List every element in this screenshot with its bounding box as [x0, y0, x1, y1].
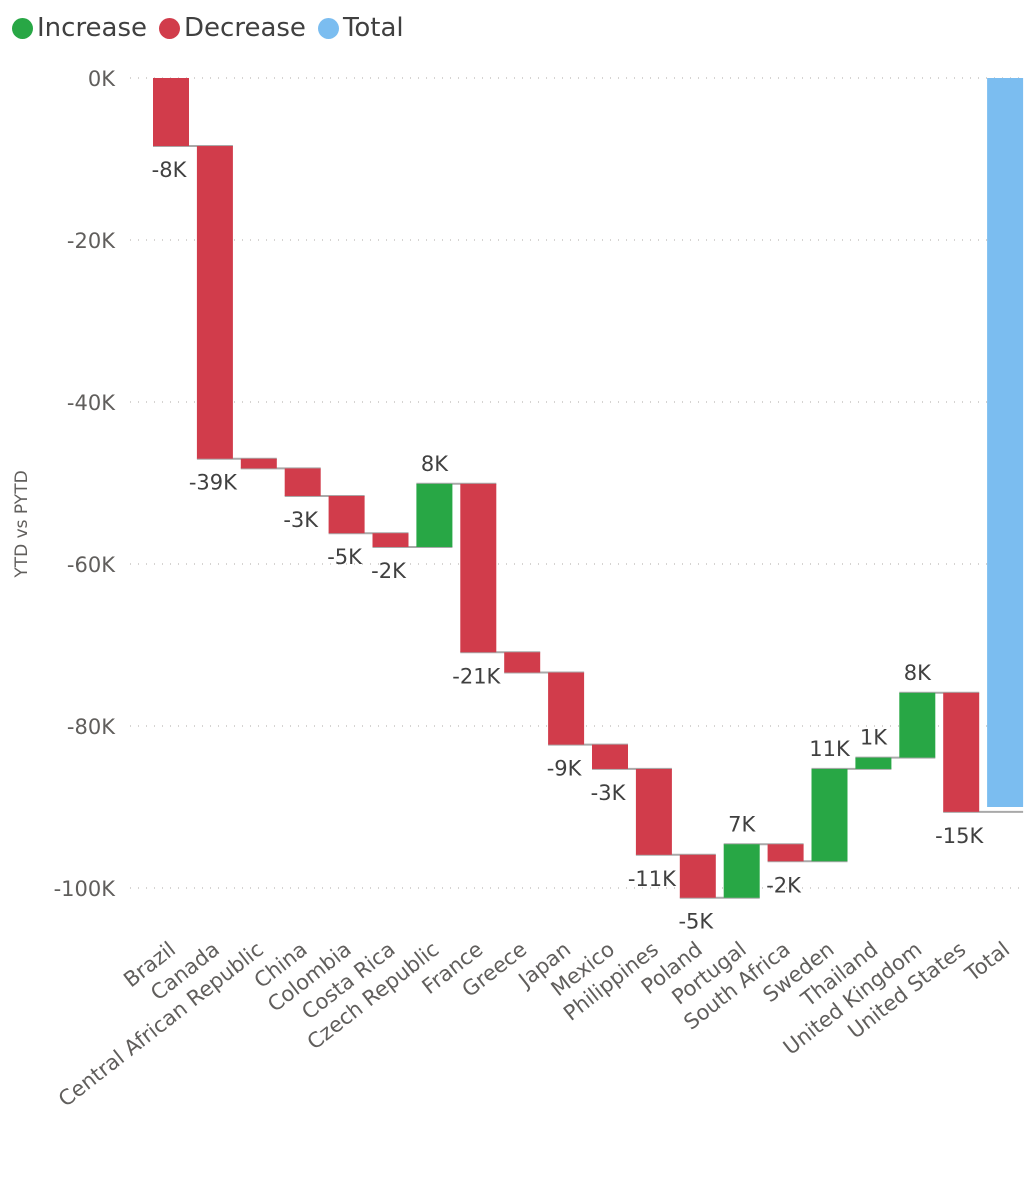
data-label: -5K: [678, 910, 714, 934]
data-label: 7K: [728, 812, 756, 836]
bar-decrease: [548, 672, 585, 745]
bar-increase: [855, 757, 892, 769]
bar-decrease: [943, 692, 980, 812]
total-dot-icon: [317, 17, 339, 39]
bar-decrease: [592, 744, 628, 769]
legend-label-total: Total: [342, 13, 404, 43]
y-tick-label: -20K: [67, 229, 116, 253]
bar-increase: [416, 483, 453, 547]
data-label: 8K: [904, 661, 932, 685]
bar-decrease: [284, 468, 321, 496]
data-label: -39K: [189, 471, 238, 495]
data-label: -3K: [283, 508, 319, 532]
y-tick-label: -80K: [67, 715, 116, 739]
data-label: -11K: [628, 867, 677, 891]
y-tick-label: -60K: [67, 553, 116, 577]
data-label: -21K: [452, 664, 501, 688]
increase-dot-icon: [12, 17, 33, 39]
data-label: -3K: [591, 781, 627, 805]
bar-decrease: [196, 146, 233, 459]
data-labels: -8K-39K-3K-5K-2K8K-21K-9K-3K-11K-5K7K-2K…: [152, 158, 985, 934]
y-tick-label: -40K: [67, 391, 116, 415]
data-label: 11K: [809, 737, 851, 761]
bar-decrease: [767, 844, 804, 862]
bar-decrease: [679, 854, 716, 898]
y-tick-label: 0K: [88, 67, 116, 91]
legend-label-decrease: Decrease: [184, 13, 306, 43]
bar-decrease: [240, 458, 277, 469]
bar-increase: [899, 692, 936, 758]
bar-decrease: [328, 495, 365, 534]
y-tick-label: -100K: [54, 877, 117, 901]
category-label: Total: [960, 937, 1014, 987]
data-label: 1K: [860, 726, 888, 750]
data-label: 8K: [421, 452, 449, 476]
bar-decrease: [460, 483, 497, 653]
data-label: -8K: [152, 158, 188, 182]
bar-decrease: [635, 768, 672, 855]
bar-increase: [723, 844, 760, 898]
bar-decrease: [153, 78, 189, 147]
data-label: -2K: [766, 873, 802, 897]
bar-total: [987, 78, 1024, 807]
data-label: -9K: [547, 757, 583, 781]
y-axis-title: YTD vs PYTD: [12, 470, 32, 578]
data-label: -5K: [327, 545, 363, 569]
bar-decrease: [504, 652, 541, 673]
legend: Increase Decrease Total: [12, 10, 404, 46]
legend-item-total[interactable]: Total: [317, 13, 404, 43]
bars: [153, 78, 1024, 898]
legend-item-increase[interactable]: Increase: [12, 13, 147, 43]
data-label: -15K: [935, 824, 984, 848]
y-axis-ticks: 0K -20K -40K -60K -80K -100K: [54, 67, 117, 901]
decrease-dot-icon: [159, 17, 181, 39]
data-label: -2K: [371, 559, 407, 583]
bar-increase: [811, 768, 848, 862]
legend-label-increase: Increase: [37, 13, 148, 43]
bar-decrease: [372, 533, 409, 547]
legend-item-decrease[interactable]: Decrease: [159, 13, 306, 43]
